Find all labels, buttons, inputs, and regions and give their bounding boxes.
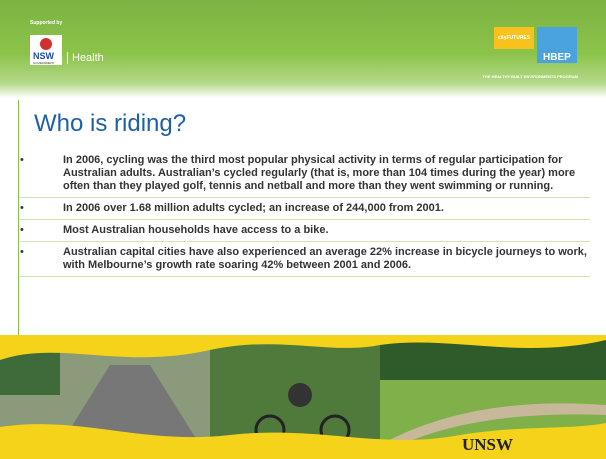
nsw-logo: NSW	[33, 51, 54, 61]
supported-by: Supported by	[30, 20, 62, 26]
rule	[18, 100, 19, 340]
government: GOVERNMENT	[33, 61, 55, 65]
cityfutures-logo: cityFUTURES	[494, 27, 534, 49]
bullet-list: In 2006, cycling was the third most popu…	[20, 150, 590, 277]
header: Supported by NSW GOVERNMENT Health cityF…	[0, 0, 606, 98]
bullet: In 2006 over 1.68 million adults cycled;…	[20, 198, 590, 220]
program-name: THE HEALTHY BUILT ENVIRONMENTS PROGRAM	[482, 74, 578, 79]
waratah	[30, 35, 62, 51]
bullet: In 2006, cycling was the third most popu…	[20, 150, 590, 198]
slide-title: Who is riding?	[34, 110, 186, 138]
slide: Supported by NSW GOVERNMENT Health cityF…	[0, 0, 606, 459]
bullet: Most Australian households have access t…	[20, 220, 590, 242]
health: Health	[67, 52, 104, 64]
photo-strip	[0, 335, 606, 459]
hbep-logo: HBEP	[543, 52, 571, 63]
bullet: Australian capital cities have also expe…	[20, 242, 590, 277]
unsw-logo: UNSW	[462, 435, 513, 455]
